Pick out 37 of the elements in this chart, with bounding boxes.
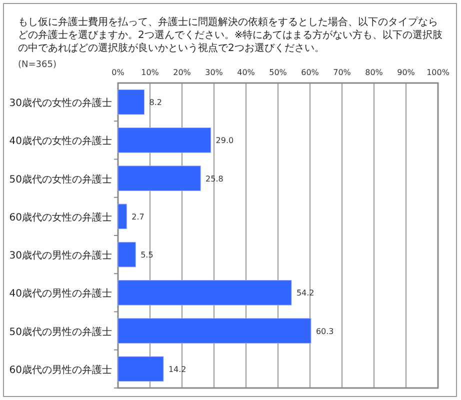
- y-tick-label: 40歳代の男性の弁護士: [9, 288, 112, 300]
- x-tick-label: 0%: [112, 68, 125, 77]
- data-label: 29.0: [216, 136, 234, 146]
- data-label: 2.7: [132, 212, 144, 222]
- bar: [118, 318, 312, 344]
- data-label: 14.2: [168, 364, 186, 374]
- data-label: 25.8: [206, 174, 224, 184]
- bar: [118, 242, 136, 268]
- x-tick-label: 90%: [397, 68, 416, 77]
- x-tick-label: 70%: [333, 68, 352, 77]
- x-tick-label: 40%: [237, 68, 256, 77]
- x-tick-label: 100%: [426, 68, 450, 77]
- bar: [118, 280, 292, 306]
- chart-title: もし仮に弁護士費用を払って、弁護士に問題解決の依頼をするとした場合、以下のタイプならどの弁護士を選びますか。2つ選んでください。※特にあてはまる方がない方も、以下の選択肢の中であればどの選択肢が良いかという視点で2つお選びください。: [18, 16, 443, 55]
- bar: [118, 166, 201, 191]
- bar: [118, 89, 144, 115]
- y-tick-label: 50歳代の男性の弁護士: [9, 326, 112, 338]
- bar: [118, 128, 212, 153]
- x-tick-label: 50%: [269, 68, 288, 77]
- x-tick-label: 30%: [205, 68, 224, 77]
- y-tick-label: 40歳代の女性の弁護士: [9, 135, 112, 148]
- y-tick-label: 30歳代の男性の弁護士: [9, 250, 112, 262]
- text: (N=365): [18, 60, 56, 70]
- x-tick-label: 60%: [301, 68, 320, 77]
- data-label: 5.5: [140, 250, 154, 260]
- y-tick-label: 30歳代の女性の弁護士: [9, 97, 112, 110]
- bar: [118, 356, 164, 382]
- x-tick-label: 10%: [141, 68, 160, 77]
- y-tick-label: 50歳代の女性の弁護士: [9, 173, 112, 186]
- x-tick-label: 80%: [365, 68, 384, 77]
- data-label: 8.2: [149, 98, 162, 108]
- data-label: 60.3: [316, 326, 334, 336]
- y-tick-label: 60歳代の男性の弁護士: [9, 364, 112, 376]
- data-label: 54.2: [296, 288, 314, 298]
- y-tick-label: 60歳代の女性の弁護士: [9, 211, 112, 224]
- x-tick-label: 20%: [173, 68, 192, 77]
- bar: [118, 204, 127, 230]
